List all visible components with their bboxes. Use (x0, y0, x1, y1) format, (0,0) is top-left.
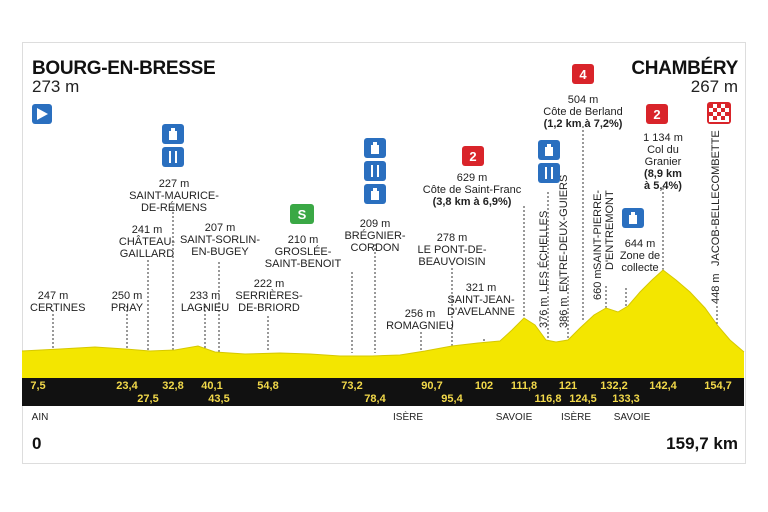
km-marker: 132,2 (600, 380, 628, 392)
climb-granier-alt: 1 134 m (643, 132, 683, 144)
bottle-icon (364, 184, 386, 204)
point-priay-name: PRIAY (110, 302, 144, 314)
point-romagnieu-name: ROMAGNIEU (386, 320, 454, 332)
km-marker: 111,8 (510, 380, 538, 392)
point-pont-name: LE PONT-DE- BEAUVOISIN (417, 244, 487, 268)
start-altitude: 273 m (32, 77, 80, 96)
region-label: ISÈRE (392, 412, 424, 423)
start-town: BOURG-EN-BRESSE (32, 58, 216, 79)
point-entre-deux-guiers-name: ENTRE-DEUX-GUIERS (558, 174, 570, 292)
cutlery-icon (364, 161, 386, 181)
point-les-echelles-alt: 376 m (538, 297, 550, 328)
region-label: ISÈRE (560, 412, 592, 423)
climb-granier-detail: (8,9 km à 5,4%) (644, 168, 682, 192)
point-lagnieu-name: LAGNIEU (180, 302, 230, 314)
km-marker: 32,8 (162, 380, 184, 392)
point-chateau-name: CHÂTEAU- GAILLARD (118, 236, 176, 260)
km-marker: 23,4 (116, 380, 138, 392)
climb-saint-franc-alt: 629 m (456, 172, 488, 184)
point-saint-jean-alt: 321 m (465, 282, 497, 294)
km-marker: 142,4 (649, 380, 677, 392)
climb-category-icon: 4 (572, 64, 594, 84)
point-saint-maurice-name: SAINT-MAURICE- DE-RÉMENS (129, 190, 219, 214)
km-marker: 116,8 (534, 393, 562, 405)
bottle-icon (162, 124, 184, 144)
point-saint-jean-name: SAINT-JEAN- D'AVELANNE (447, 294, 515, 318)
point-lagnieu-alt: 233 m (189, 290, 221, 302)
point-romagnieu-alt: 256 m (404, 308, 436, 320)
bottle-icon (622, 208, 644, 228)
climb-berland-name: Côte de Berland (543, 106, 623, 118)
climb-saint-franc-name: Côte de Saint-Franc (422, 184, 522, 196)
point-les-echelles-name: LES ÉCHELLES (538, 210, 550, 292)
km-marker: 154,7 (704, 380, 732, 392)
km-marker: 7,5 (30, 380, 46, 392)
km-bar (22, 378, 744, 406)
climb-category-icon: 2 (462, 146, 484, 166)
km-marker: 102 (474, 380, 494, 392)
start-flag-icon (32, 104, 52, 124)
climb-berland-alt: 504 m (567, 94, 599, 106)
point-serrieres-alt: 222 m (253, 278, 285, 290)
point-zone-alt: 644 m (624, 238, 656, 250)
km-marker: 73,2 (341, 380, 363, 392)
cutlery-icon (538, 163, 560, 183)
climb-berland-detail: (1,2 km à 7,2%) (543, 118, 623, 130)
region-label: SAVOIE (495, 412, 533, 423)
point-jacob-name: JACOB-BELLECOMBETTE (710, 130, 722, 266)
km-marker: 90,7 (421, 380, 443, 392)
region-label: SAVOIE (613, 412, 651, 423)
point-priay-alt: 250 m (111, 290, 143, 302)
climb-granier-name: Col du Granier (644, 144, 682, 168)
point-saint-sorlin-alt: 207 m (204, 222, 236, 234)
point-saint-maurice-alt: 227 m (158, 178, 190, 190)
point-zone-name: Zone de collecte (619, 250, 661, 274)
km-marker: 121 (558, 380, 578, 392)
point-serrieres-name: SERRIÈRES- DE-BRIORD (235, 290, 303, 314)
finish-flag-icon (707, 102, 731, 124)
point-certines-alt: 247 m (37, 290, 69, 302)
km-marker: 40,1 (201, 380, 223, 392)
region-label: AIN (31, 412, 49, 423)
point-groslee-name: GROSLÉE- SAINT-BENOIT (264, 246, 342, 270)
finish-altitude: 267 m (690, 77, 738, 96)
climb-category-icon: 2 (646, 104, 668, 124)
km-marker: 124,5 (569, 393, 597, 405)
point-saint-sorlin-name: SAINT-SORLIN- EN-BUGEY (179, 234, 261, 258)
km-marker: 43,5 (208, 393, 230, 405)
finish-town: CHAMBÉRY (631, 58, 738, 79)
km-marker: 133,3 (612, 393, 640, 405)
point-chateau-alt: 241 m (131, 224, 163, 236)
km-marker: 95,4 (441, 393, 463, 405)
cutlery-icon (162, 147, 184, 167)
climb-saint-franc-detail: (3,8 km à 6,9%) (432, 196, 512, 208)
point-jacob-alt: 448 m (710, 273, 722, 304)
distance-total: 159,7 km (666, 434, 738, 453)
point-pont-alt: 278 m (436, 232, 468, 244)
point-saint-pierre-alt: 660 m (592, 269, 604, 300)
point-entre-deux-guiers-alt: 386 m (558, 297, 570, 328)
bottle-icon (538, 140, 560, 160)
point-groslee-alt: 210 m (287, 234, 319, 246)
km-marker: 54,8 (257, 380, 279, 392)
sprint-icon: S (290, 204, 314, 224)
bottle-icon (364, 138, 386, 158)
point-certines-name: CERTINES (30, 302, 86, 314)
point-bregnier-name: BRÉGNIER- CORDON (344, 230, 406, 254)
distance-start: 0 (32, 434, 42, 453)
km-marker: 27,5 (137, 393, 159, 405)
point-bregnier-alt: 209 m (359, 218, 391, 230)
km-marker: 78,4 (364, 393, 386, 405)
